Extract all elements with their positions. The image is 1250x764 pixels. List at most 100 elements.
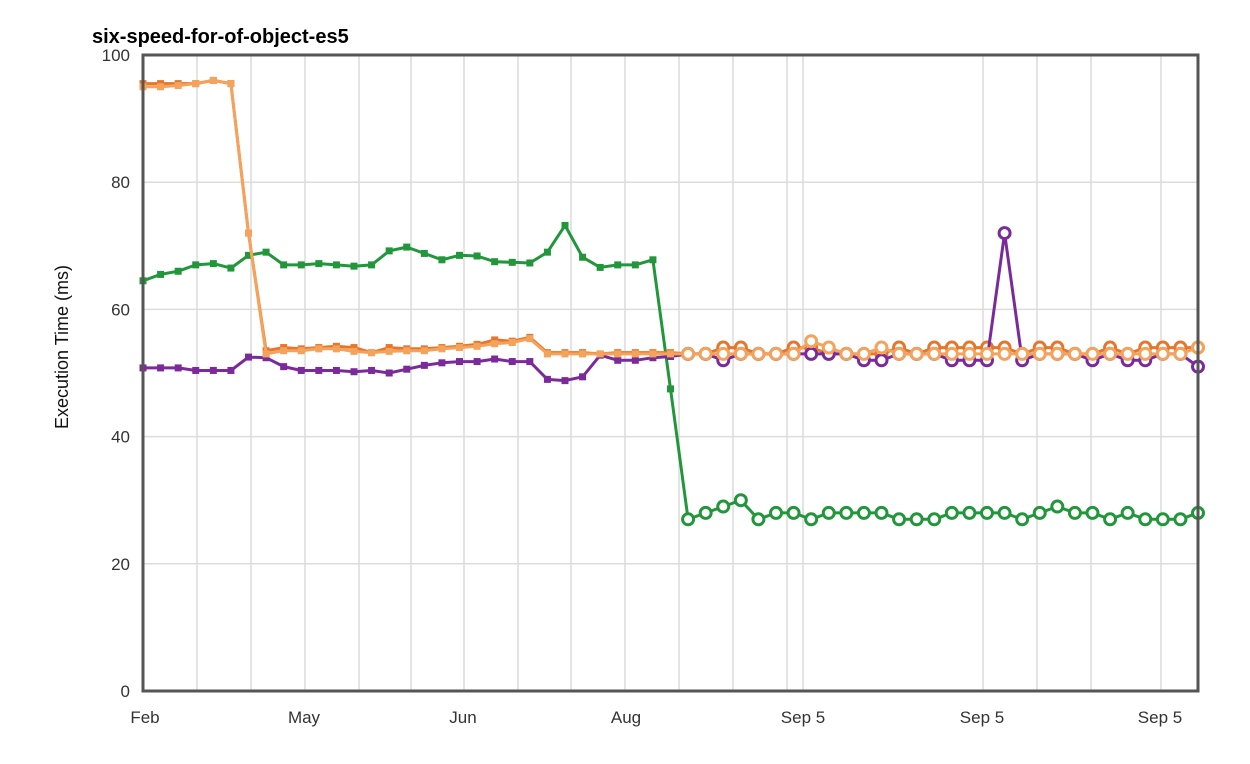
data-point — [192, 366, 200, 374]
data-point — [962, 346, 977, 361]
data-point — [245, 353, 252, 361]
data-point — [420, 249, 428, 257]
data-point — [1085, 346, 1100, 361]
data-point — [579, 373, 587, 381]
data-point — [909, 346, 924, 361]
data-point — [856, 346, 871, 361]
y-axis-label: Execution Time (ms) — [52, 265, 72, 429]
data-point — [280, 363, 288, 371]
data-point — [786, 346, 801, 361]
data-point — [631, 356, 639, 364]
data-point — [698, 505, 713, 520]
data-point — [174, 364, 182, 372]
data-point — [1138, 346, 1153, 361]
data-point — [280, 347, 288, 355]
data-point — [874, 340, 889, 355]
data-point — [927, 512, 942, 527]
data-point — [561, 350, 569, 358]
data-point — [262, 354, 270, 362]
data-point — [1015, 512, 1030, 527]
x-tick-label: Sep 5 — [781, 708, 825, 727]
data-point — [385, 347, 393, 355]
data-point — [698, 346, 713, 361]
data-point — [909, 512, 924, 527]
data-point — [786, 505, 801, 520]
data-point — [1015, 346, 1030, 361]
x-tick-label: Sep 5 — [960, 708, 1004, 727]
data-point — [997, 346, 1012, 361]
data-point — [667, 385, 674, 393]
data-point — [874, 353, 889, 368]
data-point — [157, 364, 165, 372]
data-point — [1032, 346, 1047, 361]
data-point — [385, 369, 393, 377]
data-point — [614, 350, 622, 358]
data-point — [438, 345, 446, 353]
data-point — [491, 340, 499, 348]
data-point — [262, 350, 270, 358]
data-point — [157, 270, 165, 278]
data-point — [297, 261, 305, 269]
x-tick-label: Sep 5 — [1138, 708, 1182, 727]
y-tick-label: 60 — [111, 300, 130, 319]
data-point — [350, 344, 358, 352]
data-point — [667, 350, 674, 358]
data-point — [491, 355, 499, 363]
data-point — [944, 505, 959, 520]
data-point — [1103, 512, 1118, 527]
data-point — [332, 261, 340, 269]
data-point — [649, 354, 657, 362]
data-point — [733, 346, 748, 361]
data-point — [491, 336, 499, 344]
data-point — [473, 342, 481, 350]
data-point — [350, 347, 358, 355]
data-point — [856, 505, 871, 520]
data-point — [614, 261, 622, 269]
x-tick-label: Feb — [130, 708, 159, 727]
chart-title: six-speed-for-of-object-es5 — [92, 26, 349, 48]
data-point — [368, 349, 376, 357]
data-point — [839, 346, 854, 361]
data-point — [1050, 346, 1065, 361]
data-point — [174, 267, 182, 275]
data-point — [1155, 346, 1170, 361]
data-point — [280, 261, 288, 269]
data-point — [192, 261, 200, 269]
data-point — [403, 347, 411, 355]
data-point — [716, 346, 731, 361]
data-point — [368, 366, 376, 374]
data-point — [821, 340, 836, 355]
data-point — [192, 80, 200, 88]
data-point — [596, 350, 604, 358]
data-point — [473, 252, 481, 260]
data-point — [839, 505, 854, 520]
series-line — [143, 78, 1199, 356]
data-point — [227, 366, 235, 374]
data-point — [751, 512, 766, 527]
series-1 — [139, 76, 1205, 361]
y-tick-label: 100 — [102, 46, 130, 65]
data-point — [1120, 346, 1135, 361]
series-3 — [139, 76, 1205, 361]
data-point — [157, 83, 165, 91]
data-point — [526, 259, 534, 267]
data-point — [980, 505, 994, 520]
x-axis-ticks: Feb May Jun Aug Sep 5 Sep 5 Sep 5 — [130, 708, 1182, 727]
data-point — [368, 261, 376, 269]
plot-frame — [141, 53, 1200, 693]
data-point — [350, 368, 358, 376]
data-point — [769, 346, 783, 361]
data-point — [649, 256, 657, 264]
data-point — [385, 247, 393, 255]
data-point — [456, 344, 463, 352]
x-tick-label: Jun — [449, 708, 476, 727]
data-point — [526, 335, 534, 343]
data-point — [1067, 346, 1082, 361]
data-point — [1155, 512, 1170, 527]
series-line — [143, 78, 1198, 356]
data-point — [892, 346, 907, 361]
data-point — [804, 334, 819, 349]
data-point — [403, 243, 411, 251]
data-point — [315, 366, 323, 374]
